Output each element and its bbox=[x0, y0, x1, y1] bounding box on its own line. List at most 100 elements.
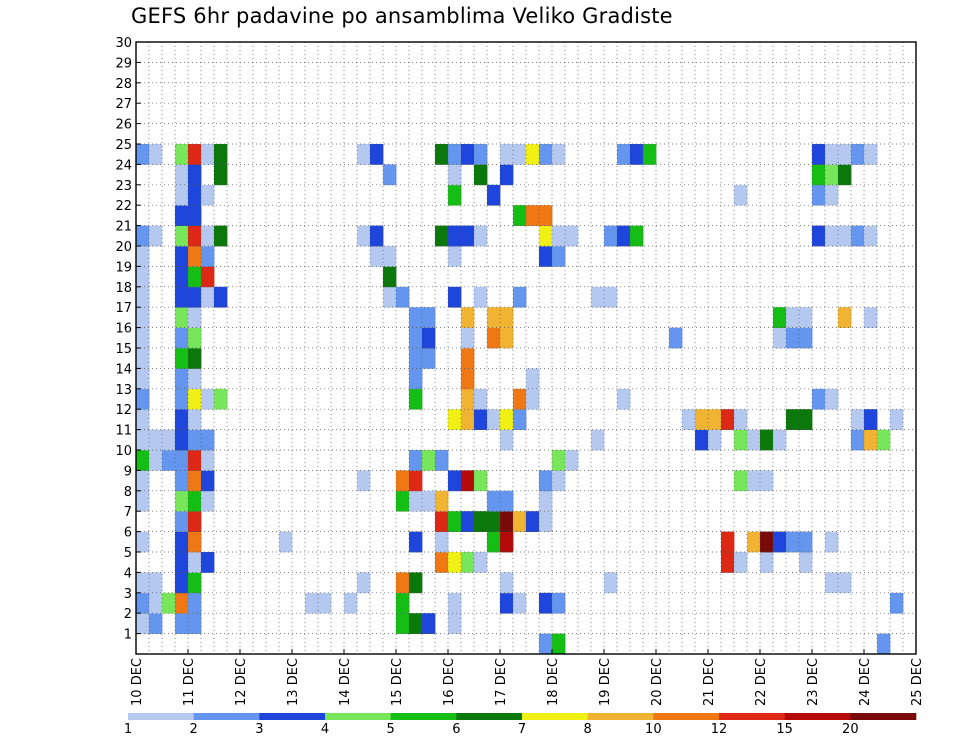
heatmap-cell bbox=[552, 225, 566, 247]
heatmap-cell bbox=[786, 327, 800, 349]
heatmap-cell bbox=[825, 531, 839, 553]
heatmap-cell bbox=[136, 286, 150, 308]
heatmap-cell bbox=[136, 266, 150, 288]
heatmap-cell bbox=[175, 348, 189, 369]
heatmap-cell bbox=[175, 409, 189, 430]
heatmap-cell bbox=[786, 409, 800, 430]
heatmap-cell bbox=[812, 225, 826, 247]
heatmap-cell bbox=[708, 409, 722, 430]
colorbar-swatch bbox=[193, 713, 260, 720]
x-tick-label: 25 DEC bbox=[910, 658, 925, 706]
heatmap-cell bbox=[201, 246, 215, 267]
heatmap-cell bbox=[136, 144, 150, 165]
colorbar-label: 3 bbox=[255, 722, 263, 737]
heatmap-cell bbox=[877, 429, 891, 451]
heatmap-cell bbox=[409, 368, 423, 390]
heatmap-cell bbox=[539, 144, 553, 165]
heatmap-cell bbox=[214, 144, 228, 165]
heatmap-cell bbox=[864, 225, 878, 247]
heatmap-cell bbox=[162, 429, 176, 451]
heatmap-cell bbox=[409, 450, 423, 471]
heatmap-cell bbox=[500, 572, 514, 594]
heatmap-cell bbox=[812, 164, 826, 186]
heatmap-cell bbox=[461, 144, 475, 165]
y-tick-label: 13 bbox=[115, 383, 132, 398]
heatmap-cell bbox=[838, 225, 852, 247]
heatmap-cell bbox=[461, 409, 475, 430]
heatmap-cell bbox=[526, 511, 540, 532]
heatmap-cell bbox=[747, 470, 761, 492]
y-tick-label: 1 bbox=[124, 628, 132, 643]
heatmap-cell bbox=[175, 144, 189, 165]
heatmap-cell bbox=[513, 388, 527, 410]
heatmap-cell bbox=[422, 307, 436, 328]
x-tick-label: 14 DEC bbox=[338, 658, 353, 706]
heatmap-cell bbox=[474, 470, 488, 492]
heatmap-cell bbox=[136, 327, 150, 349]
heatmap-cell bbox=[500, 164, 514, 186]
heatmap-cell bbox=[136, 470, 150, 492]
heatmap-cell bbox=[513, 205, 527, 226]
heatmap-cell bbox=[435, 531, 449, 553]
x-tick-label: 11 DEC bbox=[182, 658, 197, 706]
y-tick-label: 27 bbox=[115, 97, 132, 112]
x-tick-label: 17 DEC bbox=[494, 658, 509, 706]
heatmap-cell bbox=[175, 572, 189, 594]
heatmap-cell bbox=[188, 490, 202, 512]
heatmap-cell bbox=[188, 409, 202, 430]
heatmap-cell bbox=[357, 572, 371, 594]
heatmap-cell bbox=[383, 164, 397, 186]
y-tick-label: 4 bbox=[124, 566, 132, 581]
y-tick-label: 7 bbox=[124, 505, 132, 520]
heatmap-cell bbox=[487, 409, 501, 430]
colorbar-swatch bbox=[456, 713, 523, 720]
heatmap-cell bbox=[318, 592, 332, 614]
colorbar-swatch bbox=[522, 713, 588, 720]
heatmap-cell bbox=[838, 164, 852, 186]
y-tick-label: 22 bbox=[115, 199, 132, 214]
heatmap-cell bbox=[175, 613, 189, 634]
heatmap-cell bbox=[604, 286, 618, 308]
heatmap-cell bbox=[695, 409, 709, 430]
heatmap-cell bbox=[188, 246, 202, 267]
colorbar-label: 4 bbox=[321, 722, 329, 737]
heatmap-cell bbox=[188, 144, 202, 165]
heatmap-cell bbox=[201, 184, 215, 206]
heatmap-cell bbox=[136, 490, 150, 512]
heatmap-cell bbox=[591, 286, 605, 308]
heatmap-cell bbox=[435, 552, 449, 573]
heatmap-cell bbox=[786, 307, 800, 328]
heatmap-cell bbox=[201, 450, 215, 471]
heatmap-cell bbox=[864, 429, 878, 451]
y-tick-label: 30 bbox=[115, 36, 132, 51]
heatmap-cell bbox=[136, 572, 150, 594]
heatmap-cell bbox=[188, 450, 202, 471]
heatmap-cell bbox=[435, 144, 449, 165]
y-tick-label: 3 bbox=[124, 587, 132, 602]
heatmap-cell bbox=[461, 511, 475, 532]
heatmap-cell bbox=[760, 470, 774, 492]
heatmap-cell bbox=[175, 266, 189, 288]
heatmap-cell bbox=[799, 327, 813, 349]
x-tick-label: 15 DEC bbox=[390, 658, 405, 706]
colorbar-label: 1 bbox=[124, 722, 132, 737]
heatmap-cell bbox=[448, 164, 462, 186]
colorbar-label: 7 bbox=[518, 722, 526, 737]
heatmap-cell bbox=[474, 144, 488, 165]
colorbar-swatch bbox=[259, 713, 326, 720]
heatmap-cell bbox=[877, 633, 891, 655]
colorbar-label: 12 bbox=[711, 722, 728, 737]
heatmap-cell bbox=[188, 470, 202, 492]
heatmap-cell bbox=[773, 429, 787, 451]
heatmap-cell bbox=[149, 429, 163, 451]
heatmap-cell bbox=[201, 266, 215, 288]
heatmap-cell bbox=[721, 409, 735, 430]
heatmap-cell bbox=[474, 552, 488, 573]
heatmap-cell bbox=[461, 327, 475, 349]
y-tick-label: 19 bbox=[115, 260, 132, 275]
heatmap-cell bbox=[487, 307, 501, 328]
heatmap-cell bbox=[552, 144, 566, 165]
x-tick-label: 19 DEC bbox=[598, 658, 613, 706]
heatmap-cell bbox=[175, 368, 189, 390]
x-tick-label: 16 DEC bbox=[442, 658, 457, 706]
